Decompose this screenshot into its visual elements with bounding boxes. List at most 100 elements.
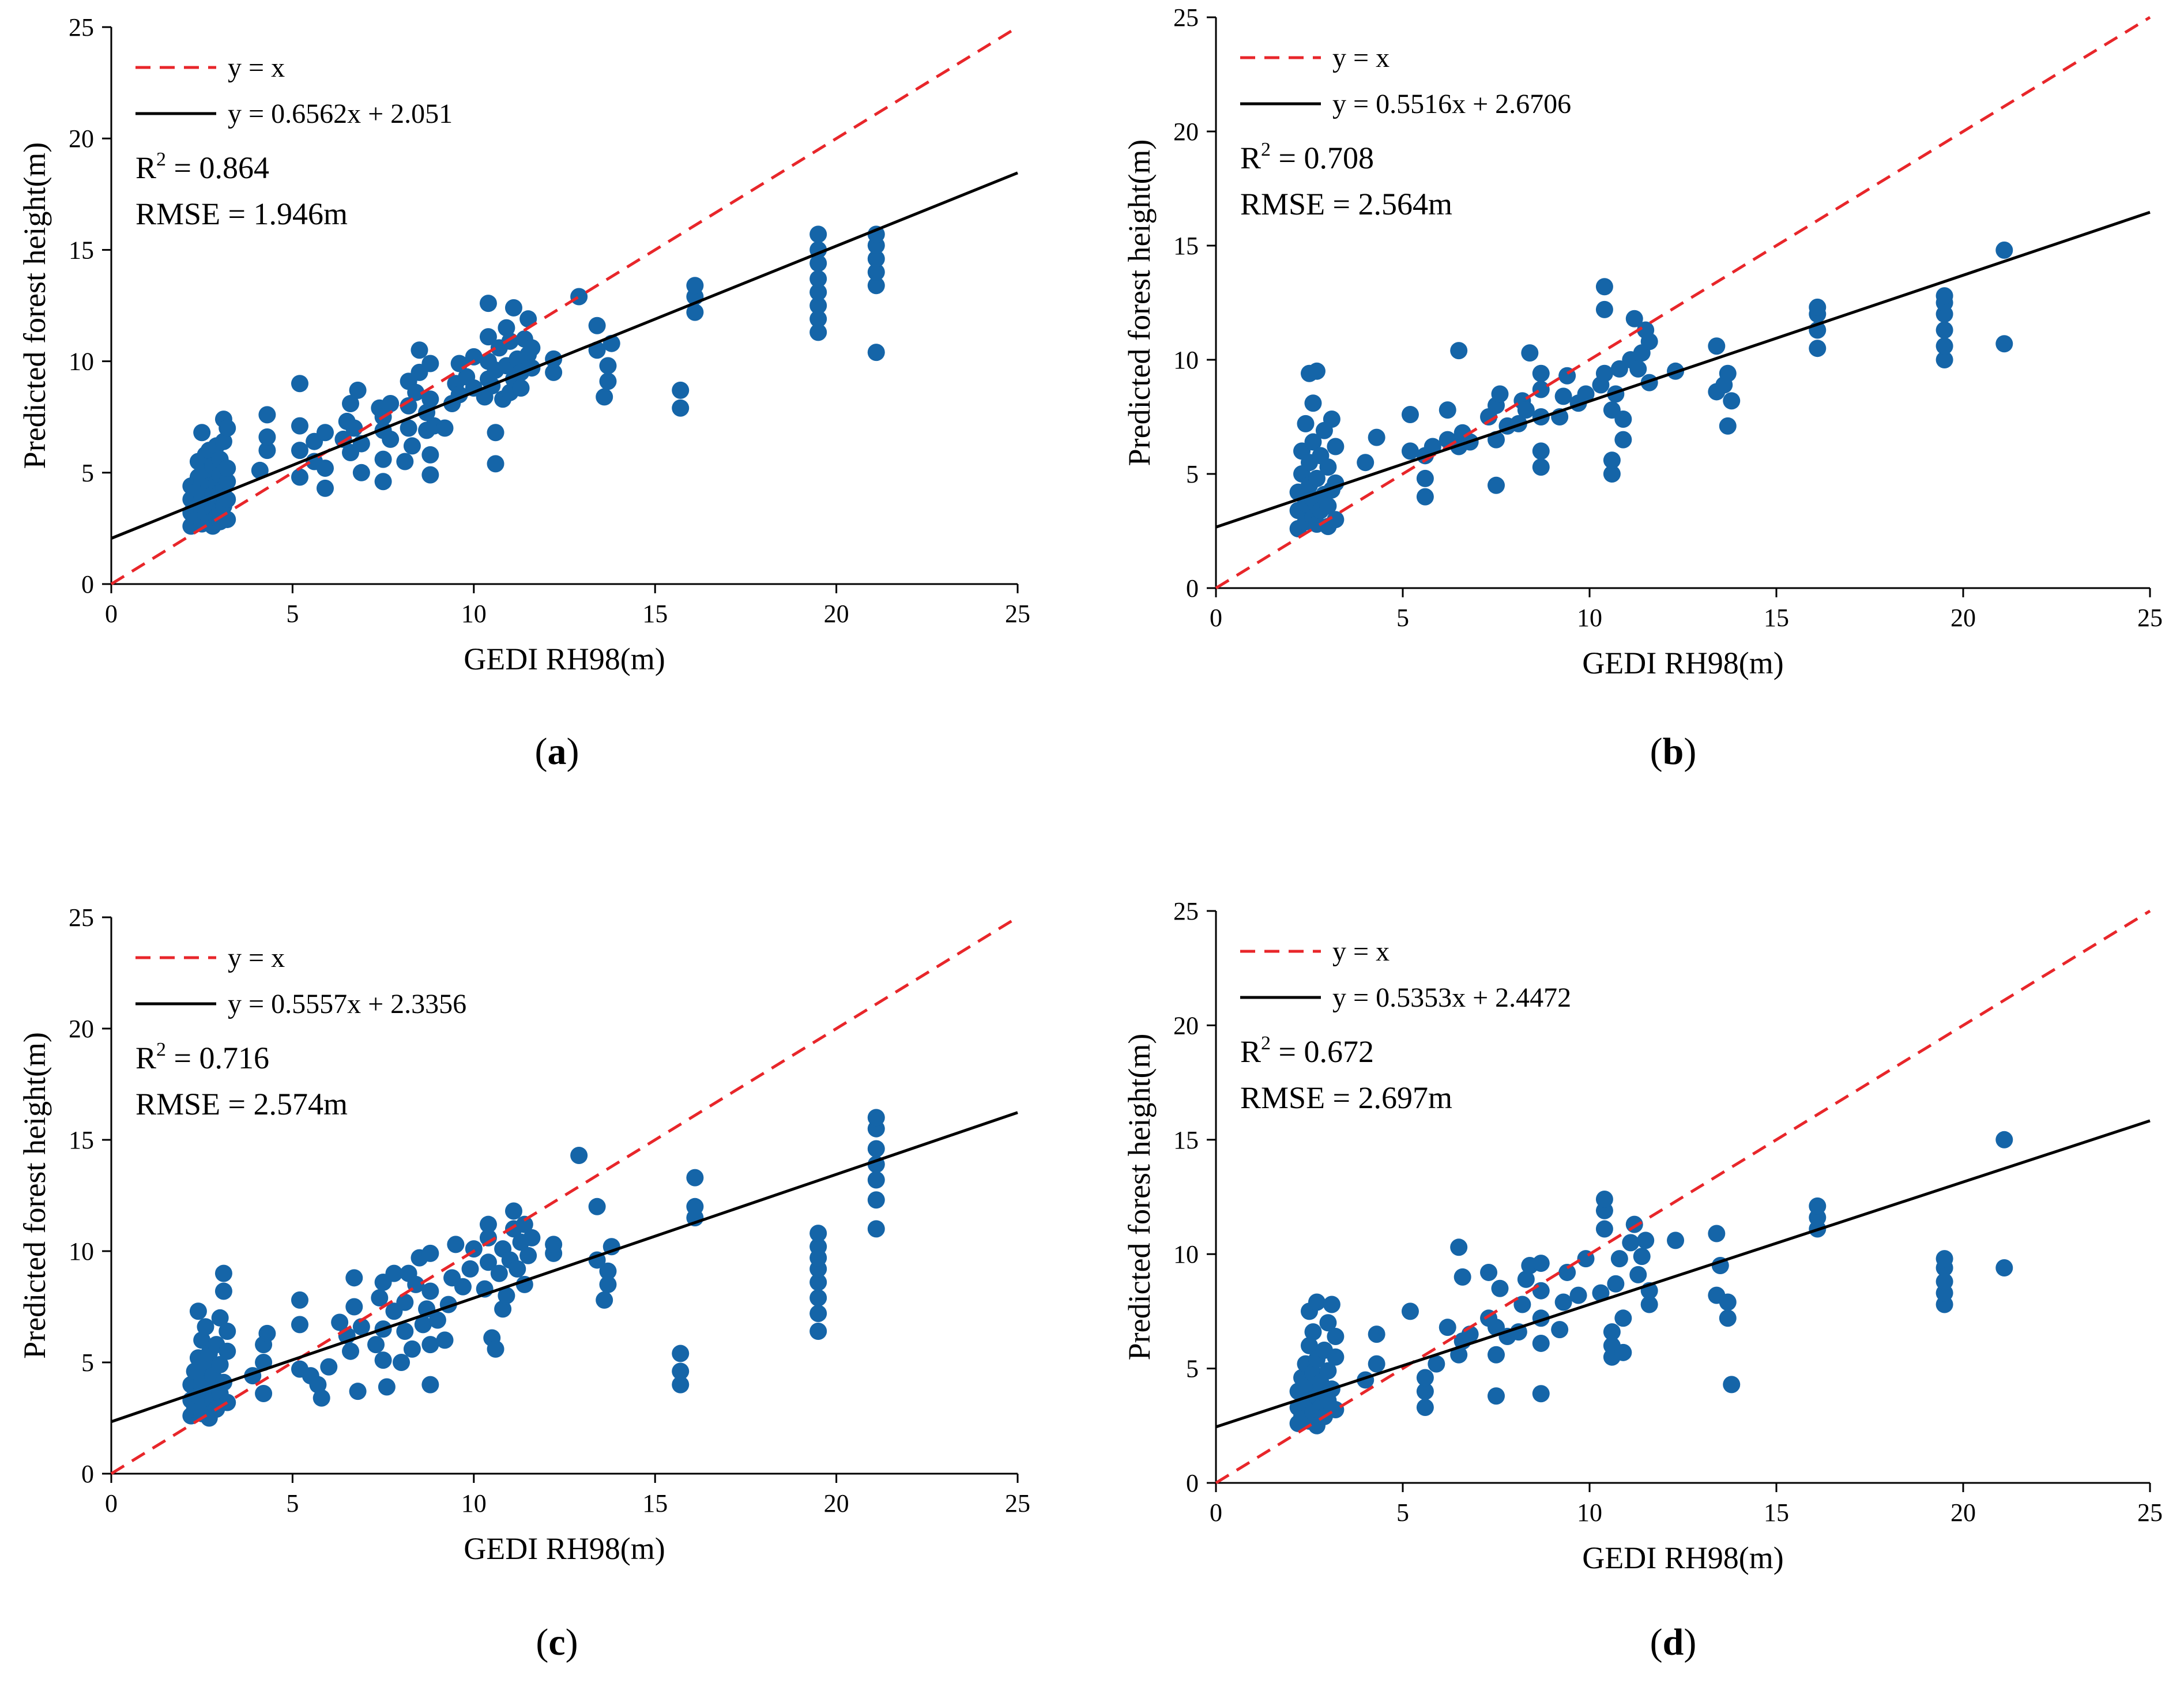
x-tick-label: 15 <box>1764 1498 1789 1527</box>
data-point <box>414 1316 432 1334</box>
regression-line <box>1215 1119 2151 1429</box>
data-point <box>867 1171 885 1189</box>
data-point <box>214 432 232 450</box>
data-point <box>428 1311 446 1329</box>
data-point <box>672 399 690 417</box>
data-point <box>1723 1376 1741 1394</box>
data-point <box>421 1336 439 1354</box>
data-point <box>809 225 827 243</box>
x-tick-label: 0 <box>105 1489 118 1517</box>
data-point <box>400 419 417 437</box>
data-point <box>588 341 606 359</box>
data-point <box>1450 1346 1468 1364</box>
data-point <box>403 437 421 455</box>
y-tick-label: 10 <box>1173 346 1199 374</box>
y-tick-label: 15 <box>1173 1126 1199 1154</box>
data-point <box>1603 451 1621 469</box>
data-point <box>686 277 704 295</box>
x-tick-label: 20 <box>1950 1498 1976 1527</box>
data-point <box>809 310 827 328</box>
data-point <box>672 1362 690 1380</box>
scatter-points <box>1289 1131 2013 1434</box>
data-point <box>1809 1197 1827 1215</box>
data-point <box>1614 1309 1632 1327</box>
data-point <box>515 1215 533 1233</box>
data-point <box>1401 1302 1419 1320</box>
data-point <box>461 1260 479 1278</box>
data-point <box>487 455 504 473</box>
data-point <box>490 1264 508 1282</box>
data-point <box>396 453 414 470</box>
data-point <box>258 428 276 446</box>
regression-line <box>1215 210 2151 529</box>
data-point <box>1488 1387 1505 1405</box>
x-tick-label: 25 <box>2137 604 2163 632</box>
y-tick-label: 25 <box>69 903 94 932</box>
data-point <box>1723 392 1741 410</box>
data-point <box>1554 387 1572 405</box>
data-point <box>1603 1323 1621 1341</box>
data-point <box>1401 406 1419 424</box>
data-point <box>1319 1314 1337 1332</box>
data-point <box>1327 511 1345 529</box>
identity-line <box>1215 909 2151 1485</box>
y-tick-label: 10 <box>69 348 94 376</box>
rmse-annotation: RMSE = 2.574m <box>135 1087 348 1121</box>
data-point <box>867 1191 885 1209</box>
data-point <box>519 1247 537 1264</box>
data-point <box>211 1355 229 1373</box>
panel-label: (b) <box>1650 730 1697 773</box>
data-point <box>487 424 504 442</box>
data-point <box>316 460 334 477</box>
y-tick-label: 15 <box>69 1126 94 1154</box>
data-point <box>672 381 690 399</box>
data-point <box>421 390 439 408</box>
data-point <box>1995 335 2013 353</box>
data-point <box>316 479 334 497</box>
data-point <box>1595 364 1613 382</box>
data-point <box>465 348 483 366</box>
data-point <box>291 417 308 435</box>
data-point <box>374 450 392 468</box>
data-point <box>211 1309 229 1327</box>
data-point <box>255 1354 273 1371</box>
data-point <box>193 424 211 442</box>
rmse-annotation: RMSE = 2.564m <box>1240 187 1452 221</box>
legend-identity-label: y = x <box>228 943 285 973</box>
y-axis-label: Predicted forest height(m) <box>1122 1034 1157 1361</box>
data-point <box>345 1269 363 1287</box>
y-tick-label: 0 <box>1186 1469 1199 1497</box>
data-point <box>197 1318 214 1336</box>
y-tick-label: 15 <box>69 236 94 264</box>
data-point <box>349 381 367 399</box>
data-point <box>1368 1355 1385 1373</box>
data-point <box>1513 1296 1531 1313</box>
data-point <box>686 1169 704 1187</box>
data-point <box>509 1260 526 1278</box>
data-point <box>1708 337 1726 355</box>
data-point <box>1424 438 1441 455</box>
data-point <box>1454 1268 1471 1286</box>
x-tick-label: 10 <box>1577 1498 1602 1527</box>
data-point <box>421 446 439 464</box>
x-axis-label: GEDI RH98(m) <box>1582 1541 1783 1575</box>
y-tick-label: 5 <box>81 1349 94 1377</box>
data-point <box>1357 454 1375 472</box>
data-point <box>1308 1293 1326 1311</box>
data-point <box>1995 1259 2013 1277</box>
data-point <box>1629 360 1647 378</box>
x-tick-label: 20 <box>824 1489 849 1517</box>
x-tick-label: 20 <box>824 600 849 628</box>
data-point <box>1640 1296 1658 1313</box>
data-point <box>545 363 563 381</box>
data-point <box>454 1278 472 1296</box>
data-point <box>1629 1266 1647 1283</box>
data-point <box>393 1354 411 1371</box>
data-point <box>1719 1309 1737 1327</box>
data-point <box>1532 442 1550 460</box>
data-point <box>1532 1334 1550 1352</box>
data-point <box>371 1289 389 1307</box>
x-tick-label: 25 <box>1005 1489 1030 1517</box>
data-point <box>599 1275 617 1293</box>
